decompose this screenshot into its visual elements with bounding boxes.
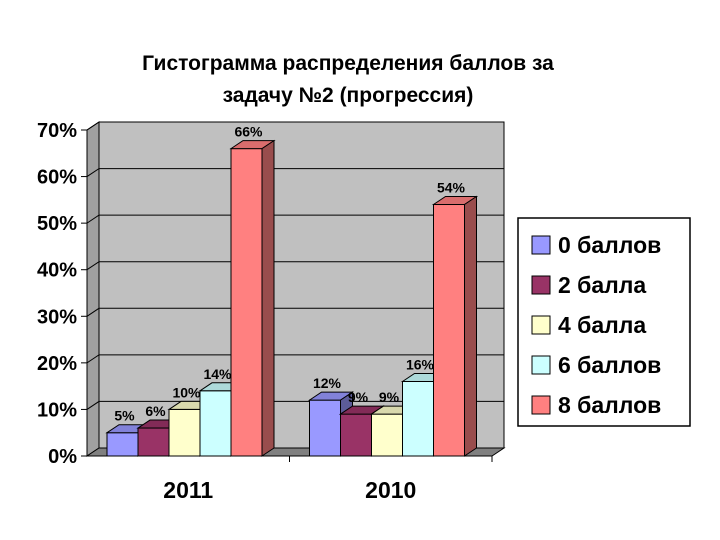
y-tick-label: 40%: [37, 260, 77, 282]
data-label: 10%: [172, 384, 201, 400]
y-tick-label: 70%: [37, 120, 77, 142]
bar-front: [433, 204, 465, 457]
bar-side: [464, 195, 477, 457]
gridline: [86, 121, 504, 131]
y-tick-label: 0%: [48, 446, 77, 468]
y-tick-label: 50%: [37, 213, 77, 235]
legend-swatch: [531, 275, 551, 295]
x-tick-label: 2011: [163, 477, 213, 503]
x-tick-label: 2010: [365, 477, 416, 503]
data-label: 9%: [379, 389, 400, 405]
bar-front: [230, 148, 263, 457]
legend-label: 8 баллов: [558, 392, 661, 418]
y-tick-label: 30%: [37, 306, 77, 328]
legend-swatch: [531, 355, 551, 375]
gridline: [86, 168, 504, 177]
bar: [431, 195, 479, 457]
data-label: 9%: [348, 389, 369, 405]
legend-swatch: [531, 315, 551, 335]
bar-front: [402, 380, 434, 457]
legend-label: 0 баллов: [558, 232, 661, 258]
y-tick-label: 10%: [37, 399, 77, 421]
gridline: [86, 354, 504, 364]
bar: [229, 139, 276, 457]
bar-front: [137, 427, 170, 457]
data-label: 66%: [234, 124, 263, 140]
bar-side: [261, 139, 275, 457]
data-label: 16%: [406, 356, 435, 372]
bar-front: [371, 413, 403, 457]
chart-title-line-1: Гистограмма распределения баллов за: [142, 52, 554, 75]
gridline: [86, 261, 504, 271]
legend-label: 6 баллов: [558, 352, 661, 378]
legend-swatch: [531, 395, 551, 415]
y-tick-label: 60%: [37, 167, 77, 189]
gridline: [86, 307, 504, 317]
gridline: [86, 400, 504, 410]
bar-front: [340, 413, 372, 457]
data-label: 14%: [203, 366, 232, 382]
data-label: 12%: [313, 375, 342, 391]
data-label: 6%: [145, 403, 166, 419]
bar-front: [168, 408, 201, 457]
bar-front: [199, 390, 232, 457]
y-tick-label: 20%: [37, 353, 77, 375]
chart-title-line-2: задачу №2 (прогрессия): [223, 84, 474, 107]
bar: [307, 391, 355, 457]
legend: 0 баллов 2 балла 4 балла 6 баллов 8 баллов: [517, 217, 691, 427]
bar-front: [309, 399, 341, 457]
data-label: 5%: [114, 408, 135, 424]
bar-front: [106, 432, 139, 457]
data-label: 54%: [437, 180, 466, 196]
gridline: [86, 214, 504, 224]
legend-label: 2 балла: [558, 272, 646, 298]
legend-label: 4 балла: [558, 312, 646, 338]
legend-swatch: [531, 235, 551, 255]
